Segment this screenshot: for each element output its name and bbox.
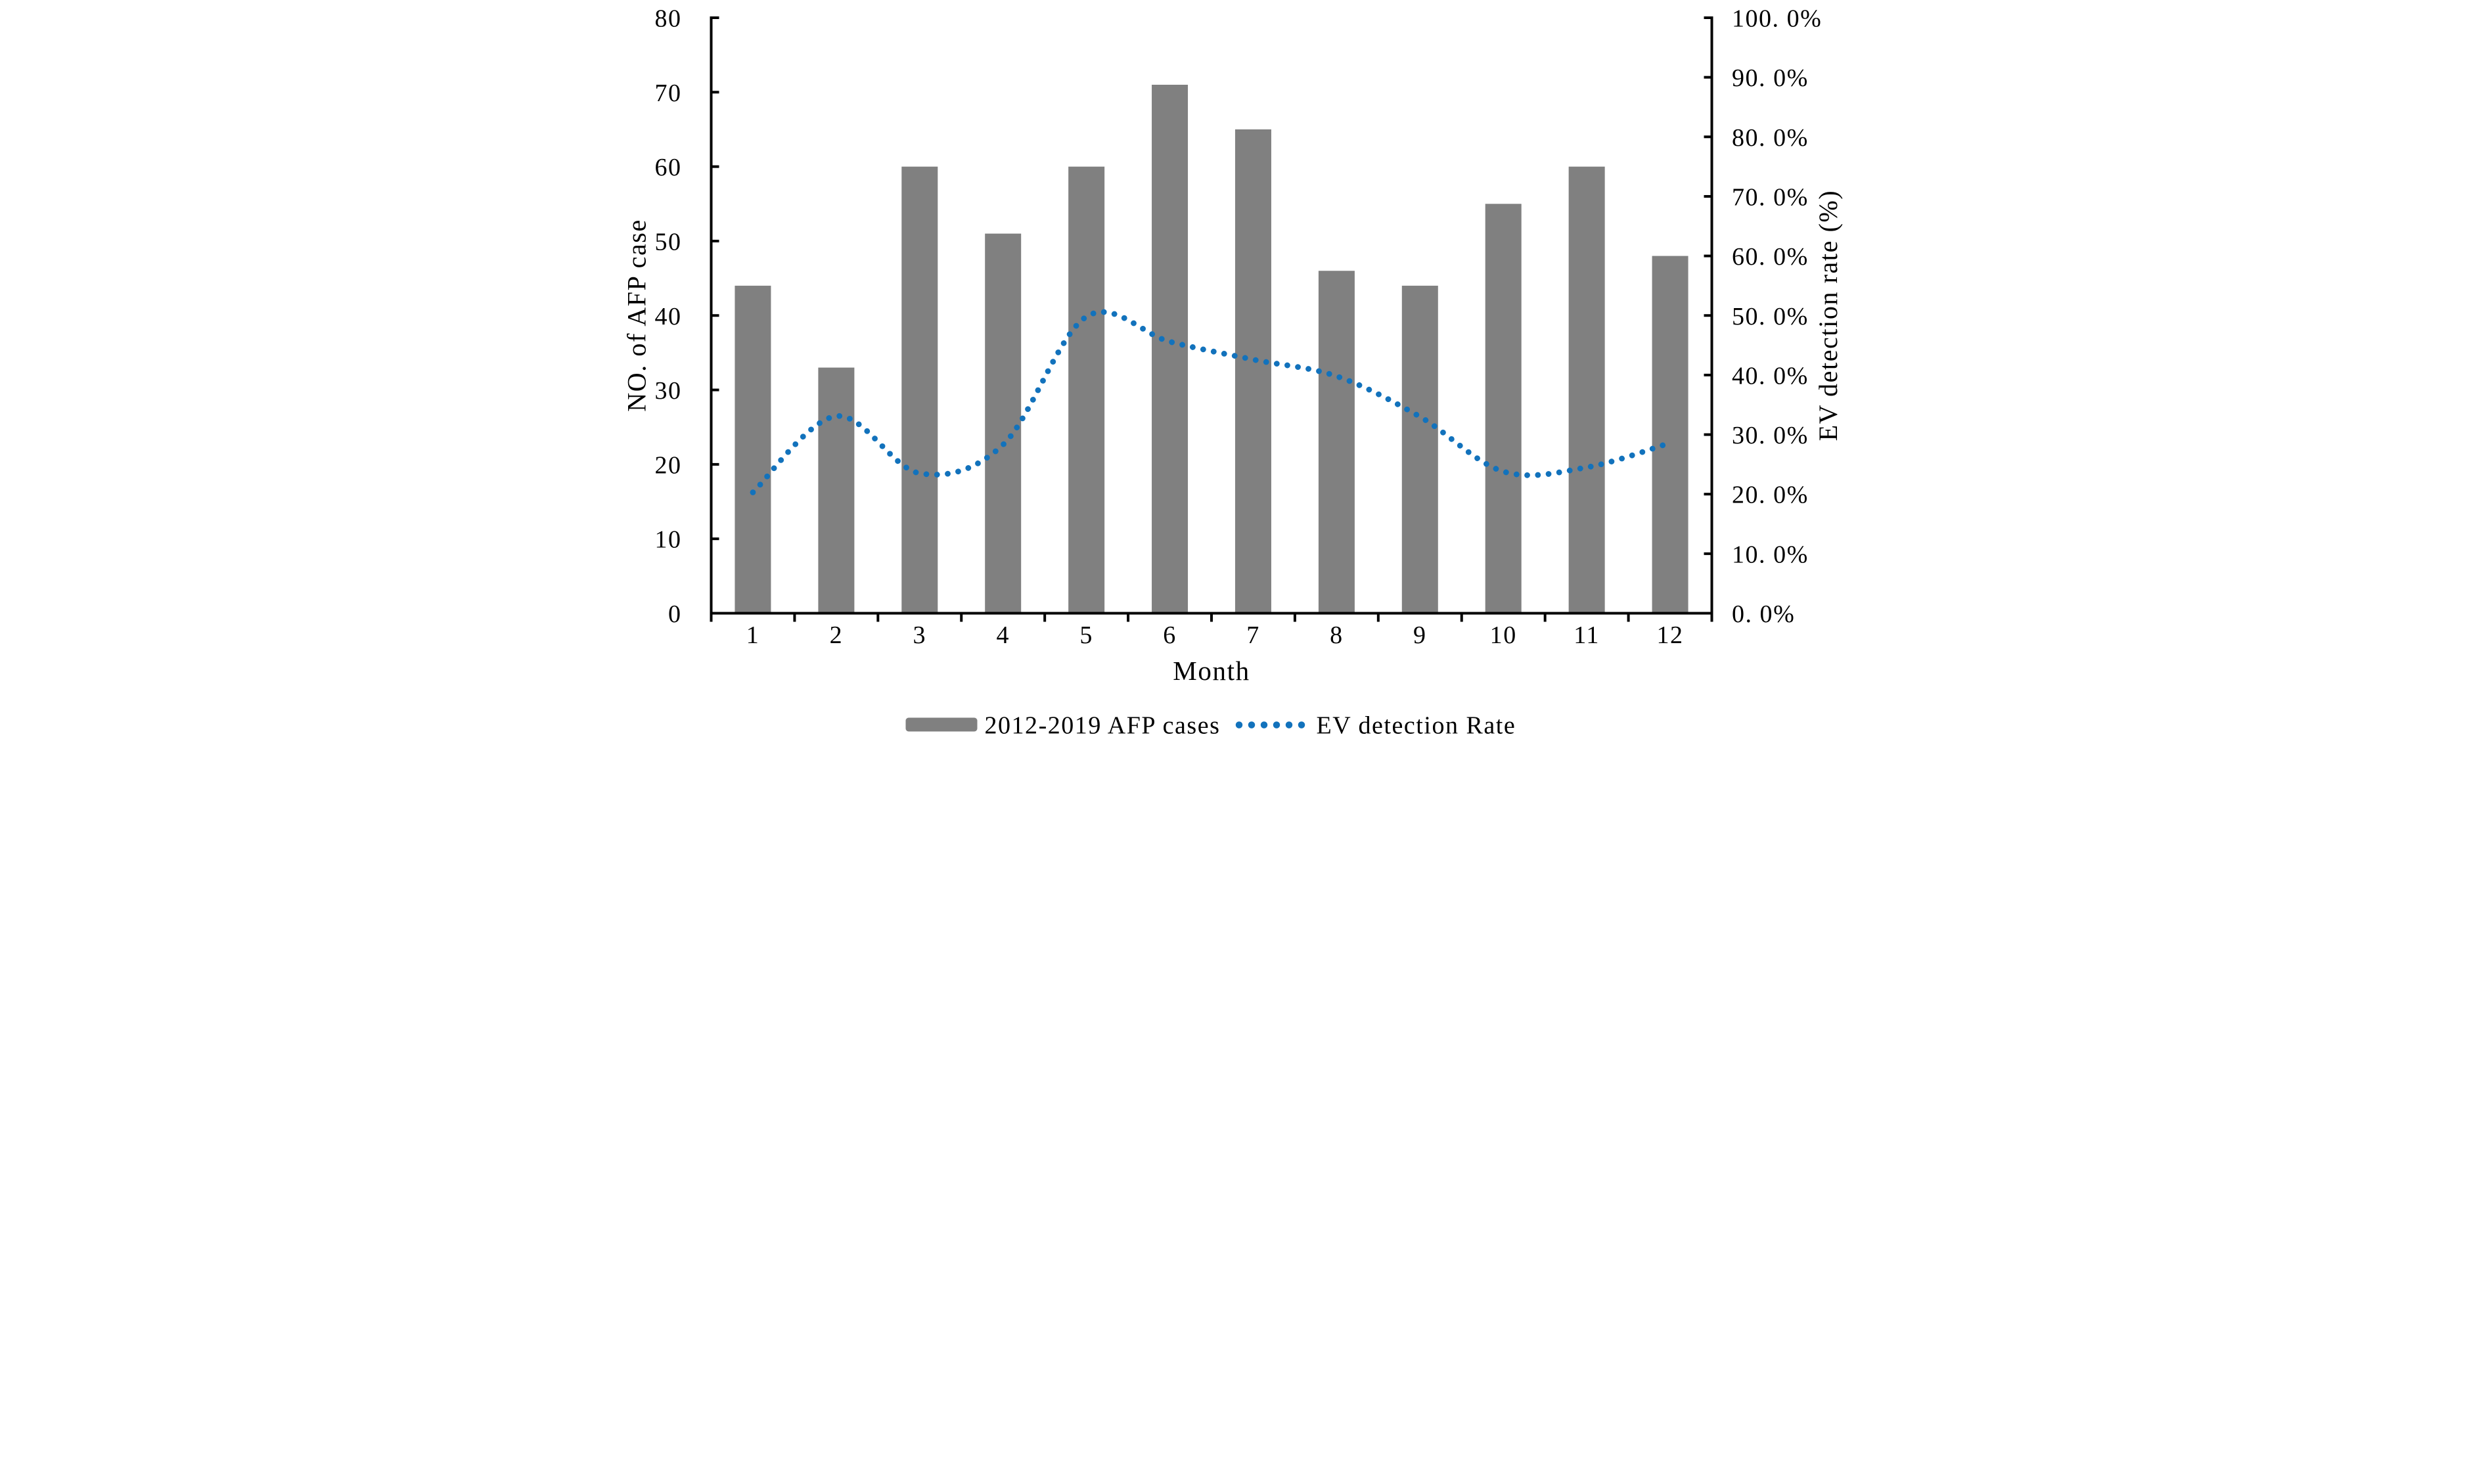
x-axis-category-label: 5 — [1079, 621, 1093, 649]
legend-dot — [1285, 721, 1292, 729]
x-axis-category-label: 3 — [913, 621, 926, 649]
right-axis-tick-label: 40. 0% — [1732, 362, 1809, 390]
bars-layer — [734, 85, 1688, 614]
tick-labels-layer: 0 10 20 30 40 50 60 70 80 0. 0% 10. 0% 20. 0% 30. 0%… — [654, 5, 1822, 650]
right-axis-tick-label: 90. 0% — [1732, 64, 1809, 92]
x-axis-category-label: 11 — [1574, 621, 1600, 649]
bar-month-12 — [1652, 256, 1688, 614]
left-axis-title: NO. of AFP case — [622, 219, 651, 412]
left-axis-tick-label: 40 — [654, 303, 681, 330]
bar-month-6 — [1151, 85, 1188, 614]
bar-month-5 — [1068, 166, 1104, 614]
bar-month-8 — [1318, 271, 1355, 614]
ev-detection-line-layer — [750, 309, 1673, 495]
left-axis-tick-label: 80 — [654, 5, 681, 33]
bar-month-4 — [984, 233, 1021, 614]
right-axis-tick-label: 60. 0% — [1732, 243, 1809, 271]
bar-month-3 — [901, 166, 938, 614]
legend-dot — [1298, 721, 1305, 729]
chart-figure: 0 10 20 30 40 50 60 70 80 0. 0% 10. 0% 20. 0% 30. 0%… — [617, 0, 1852, 742]
legend-dot — [1235, 721, 1242, 729]
x-axis-category-label: 2 — [829, 621, 843, 649]
bar-month-9 — [1401, 285, 1438, 614]
legend-dot — [1260, 721, 1267, 729]
bar-month-11 — [1568, 166, 1605, 614]
left-axis-tick-label: 30 — [654, 377, 681, 405]
x-axis-category-label: 12 — [1656, 621, 1683, 649]
legend-dotted-line-swatch — [1235, 721, 1305, 729]
legend-bar-swatch — [905, 717, 977, 732]
x-axis-category-label: 10 — [1489, 621, 1516, 649]
right-axis-tick-label: 70. 0% — [1732, 183, 1809, 211]
left-axis-tick-label: 60 — [654, 154, 681, 181]
left-axis-tick-label: 50 — [654, 228, 681, 256]
ev-detection-rate-line — [750, 309, 1673, 495]
right-axis-tick-label: 10. 0% — [1732, 541, 1809, 568]
legend-dot — [1273, 721, 1280, 729]
right-axis-tick-label: 30. 0% — [1732, 422, 1809, 449]
right-axis-tick-label: 80. 0% — [1732, 124, 1809, 152]
x-axis-category-label: 8 — [1330, 621, 1344, 649]
x-axis-title: Month — [1173, 656, 1250, 686]
bar-month-10 — [1485, 204, 1522, 614]
legend-line-label: EV detection Rate — [1316, 712, 1516, 740]
right-axis-tick-label: 0. 0% — [1732, 600, 1795, 628]
right-axis-tick-label: 50. 0% — [1732, 303, 1809, 330]
right-axis-title: EV detection rate (%) — [1813, 190, 1843, 441]
legend: 2012-2019 AFP cases EV detection Rate — [905, 712, 1516, 740]
x-axis-category-label: 7 — [1246, 621, 1260, 649]
left-axis-tick-label: 20 — [654, 451, 681, 479]
bar-month-1 — [734, 285, 771, 614]
right-axis-tick-label: 20. 0% — [1732, 482, 1809, 509]
right-axis-tick-label: 100. 0% — [1732, 5, 1822, 33]
x-axis-category-label: 4 — [996, 621, 1010, 649]
left-axis-tick-label: 70 — [654, 79, 681, 107]
legend-dot — [1248, 721, 1255, 729]
x-axis-category-label: 1 — [746, 621, 759, 649]
x-axis-category-label: 9 — [1413, 621, 1427, 649]
left-axis-tick-label: 0 — [668, 600, 681, 628]
bar-month-2 — [817, 367, 854, 614]
bar-month-7 — [1234, 129, 1271, 614]
chart-canvas: 0 10 20 30 40 50 60 70 80 0. 0% 10. 0% 20. 0% 30. 0%… — [622, 5, 1843, 740]
axes-layer — [710, 16, 1713, 622]
left-axis-tick-label: 10 — [654, 526, 681, 554]
x-axis-category-label: 6 — [1163, 621, 1177, 649]
legend-bar-label: 2012-2019 AFP cases — [984, 712, 1220, 740]
